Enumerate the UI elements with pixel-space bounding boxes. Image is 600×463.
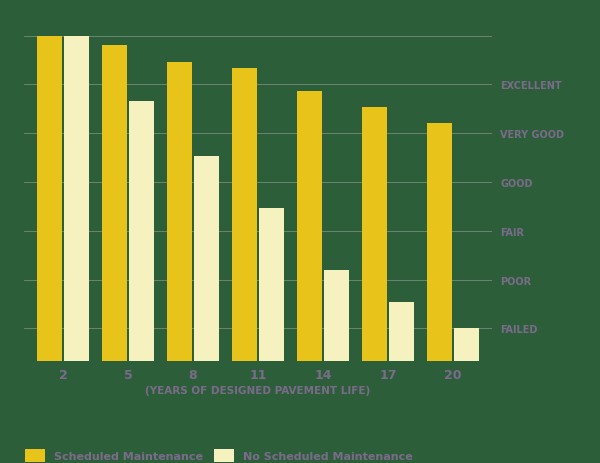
Bar bbox=[259, 209, 284, 361]
Bar bbox=[324, 270, 349, 361]
Bar bbox=[167, 63, 192, 361]
X-axis label: (YEARS OF DESIGNED PAVEMENT LIFE): (YEARS OF DESIGNED PAVEMENT LIFE) bbox=[145, 385, 371, 395]
Bar bbox=[454, 329, 479, 361]
Bar bbox=[130, 101, 154, 361]
Bar bbox=[297, 92, 322, 361]
Bar bbox=[232, 69, 257, 361]
Bar bbox=[389, 303, 414, 361]
Bar bbox=[64, 37, 89, 361]
Bar bbox=[362, 108, 387, 361]
Legend: Scheduled Maintenance, No Scheduled Maintenance: Scheduled Maintenance, No Scheduled Main… bbox=[20, 444, 417, 463]
Bar bbox=[194, 156, 219, 361]
Bar bbox=[37, 37, 62, 361]
Bar bbox=[102, 46, 127, 361]
Bar bbox=[427, 124, 452, 361]
